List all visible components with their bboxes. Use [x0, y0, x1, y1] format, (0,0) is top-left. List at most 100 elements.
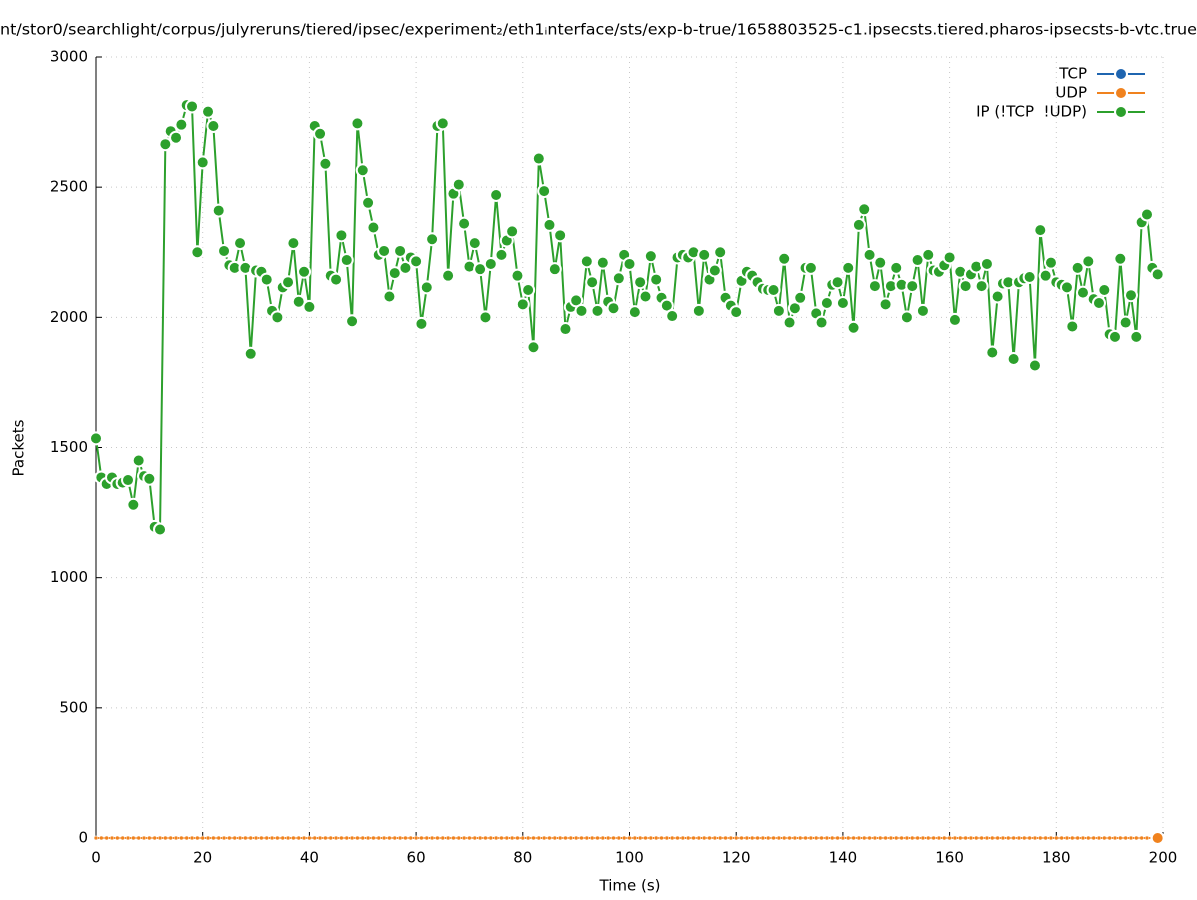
data-point — [350, 116, 365, 131]
data-point — [419, 835, 424, 841]
legend-marker — [1114, 67, 1128, 81]
data-point — [173, 835, 179, 841]
data-point — [819, 296, 834, 311]
data-point — [483, 835, 488, 841]
data-point — [845, 835, 851, 841]
data-point — [488, 835, 494, 841]
data-point — [782, 315, 797, 330]
data-point — [270, 310, 285, 325]
data-point — [483, 256, 498, 271]
data-point — [665, 309, 680, 324]
data-point — [248, 835, 253, 841]
data-point — [221, 835, 227, 841]
data-point — [285, 835, 291, 841]
data-point — [793, 290, 808, 305]
data-point — [835, 296, 850, 311]
data-point — [1016, 835, 1022, 841]
x-tick-label: 160 — [935, 849, 964, 867]
data-point — [1011, 835, 1016, 841]
data-point — [195, 835, 200, 841]
data-point — [441, 268, 456, 283]
data-point — [1059, 280, 1074, 295]
data-point — [883, 835, 888, 841]
data-point — [557, 835, 563, 841]
data-point — [429, 835, 435, 841]
data-point — [877, 835, 883, 841]
data-point — [521, 282, 536, 297]
data-point — [179, 835, 184, 841]
data-point — [771, 835, 776, 841]
data-point — [931, 835, 936, 841]
data-point — [739, 835, 744, 841]
data-point — [829, 835, 835, 841]
data-point — [153, 522, 168, 537]
data-point — [1144, 835, 1150, 841]
data-point — [329, 272, 344, 287]
data-point — [707, 263, 722, 278]
data-point — [1096, 835, 1102, 841]
data-point — [526, 340, 541, 355]
data-point — [163, 835, 168, 841]
data-point — [643, 835, 648, 841]
data-point — [697, 247, 712, 262]
data-point — [755, 835, 760, 841]
data-point — [125, 835, 131, 841]
y-tick-label: 500 — [59, 698, 88, 716]
data-point — [1000, 835, 1006, 841]
data-point — [489, 187, 504, 202]
data-point — [504, 835, 510, 841]
data-point — [680, 835, 686, 841]
data-point — [729, 305, 744, 320]
data-point — [451, 177, 466, 192]
data-point — [910, 835, 915, 841]
data-point — [313, 126, 328, 141]
data-point — [776, 835, 782, 841]
data-point — [334, 228, 349, 243]
data-point — [195, 155, 210, 170]
data-point — [814, 315, 829, 330]
data-point — [89, 431, 103, 446]
data-point — [584, 835, 590, 841]
data-point — [1081, 254, 1096, 269]
data-point — [505, 224, 520, 239]
data-point — [873, 255, 888, 270]
data-point — [1123, 835, 1128, 841]
data-point — [168, 835, 173, 841]
data-point — [974, 835, 979, 841]
data-point — [360, 835, 365, 841]
data-point — [333, 835, 339, 841]
data-point — [862, 247, 877, 262]
data-point — [169, 130, 184, 145]
data-point — [568, 835, 574, 841]
data-point — [819, 835, 824, 841]
data-point — [141, 835, 147, 841]
data-point — [968, 835, 974, 841]
data-point — [216, 835, 221, 841]
data-point — [467, 835, 472, 841]
data-point — [579, 254, 594, 269]
data-point — [126, 497, 141, 512]
data-point — [206, 118, 221, 133]
data-point — [765, 835, 771, 841]
data-point — [520, 835, 526, 841]
data-point — [403, 835, 408, 841]
data-point — [1075, 835, 1080, 841]
data-point — [867, 279, 882, 294]
data-point — [1139, 207, 1154, 222]
data-point — [889, 260, 904, 275]
data-point — [947, 312, 962, 327]
data-point — [707, 835, 712, 841]
data-point — [857, 202, 872, 217]
data-point — [942, 250, 957, 265]
data-point — [851, 217, 866, 232]
data-point — [963, 835, 968, 841]
data-point — [1048, 835, 1054, 841]
legend-label: IP (!TCP !UDP) — [976, 103, 1087, 121]
data-point — [1006, 351, 1021, 366]
data-point — [872, 835, 878, 841]
data-point — [600, 835, 606, 841]
data-point — [174, 117, 189, 132]
data-point — [547, 262, 562, 277]
y-tick-label: 0 — [78, 829, 88, 847]
data-point — [493, 835, 499, 841]
